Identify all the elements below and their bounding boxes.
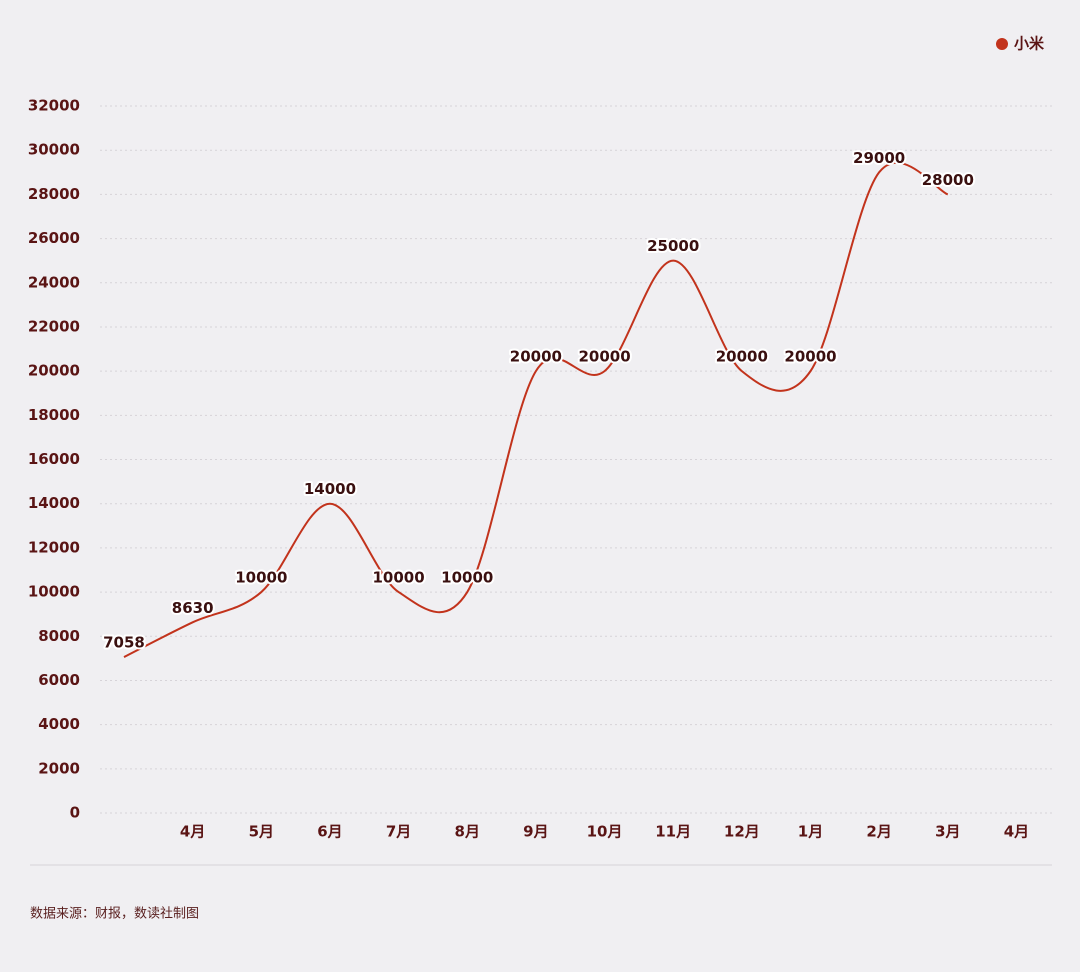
data-label: 20000 — [784, 348, 836, 366]
x-tick-label: 9月 — [523, 823, 548, 841]
data-label: 10000 — [441, 569, 493, 587]
y-tick-label: 32000 — [28, 97, 80, 115]
y-tick-label: 12000 — [28, 538, 80, 556]
data-label: 10000 — [373, 569, 425, 587]
y-tick-label: 14000 — [28, 494, 80, 512]
data-label: 10000 — [235, 569, 287, 587]
y-tick-label: 0 — [70, 804, 80, 822]
y-tick-label: 30000 — [28, 141, 80, 159]
x-tick-label: 6月 — [317, 823, 342, 841]
y-tick-label: 22000 — [28, 317, 80, 335]
legend-marker — [996, 38, 1008, 50]
data-label: 29000 — [853, 149, 905, 167]
line — [123, 161, 949, 658]
data-label: 28000 — [922, 171, 974, 189]
x-tick-label: 5月 — [249, 823, 274, 841]
x-tick-label: 12月 — [724, 823, 760, 841]
y-tick-label: 18000 — [28, 406, 80, 424]
x-tick-label: 4月 — [1004, 823, 1029, 841]
y-tick-label: 2000 — [38, 759, 80, 777]
y-tick-label: 20000 — [28, 362, 80, 380]
x-tick-label: 7月 — [386, 823, 411, 841]
x-tick-label: 8月 — [455, 823, 480, 841]
legend-label: 小米 — [1014, 35, 1045, 53]
x-tick-label: 4月 — [180, 823, 205, 841]
y-tick-label: 6000 — [38, 671, 80, 689]
data-label: 14000 — [304, 480, 356, 498]
x-tick-label: 11月 — [655, 823, 691, 841]
y-tick-label: 16000 — [28, 450, 80, 468]
y-tick-label: 10000 — [28, 583, 80, 601]
x-tick-label: 1月 — [798, 823, 823, 841]
data-label: 20000 — [510, 348, 562, 366]
y-tick-label: 8000 — [38, 627, 80, 645]
data-label: 20000 — [716, 348, 768, 366]
source-note: 数据来源：财报，数读社制图 — [30, 906, 199, 922]
data-label: 8630 — [172, 599, 214, 617]
y-tick-label: 28000 — [28, 185, 80, 203]
y-tick-label: 24000 — [28, 273, 80, 291]
x-tick-label: 3月 — [935, 823, 960, 841]
x-tick-label: 10月 — [587, 823, 623, 841]
data-label: 20000 — [578, 348, 630, 366]
y-tick-label: 4000 — [38, 715, 80, 733]
x-tick-label: 2月 — [866, 823, 891, 841]
data-label: 25000 — [647, 237, 699, 255]
y-tick-label: 26000 — [28, 229, 80, 247]
data-label: 7058 — [103, 634, 145, 652]
